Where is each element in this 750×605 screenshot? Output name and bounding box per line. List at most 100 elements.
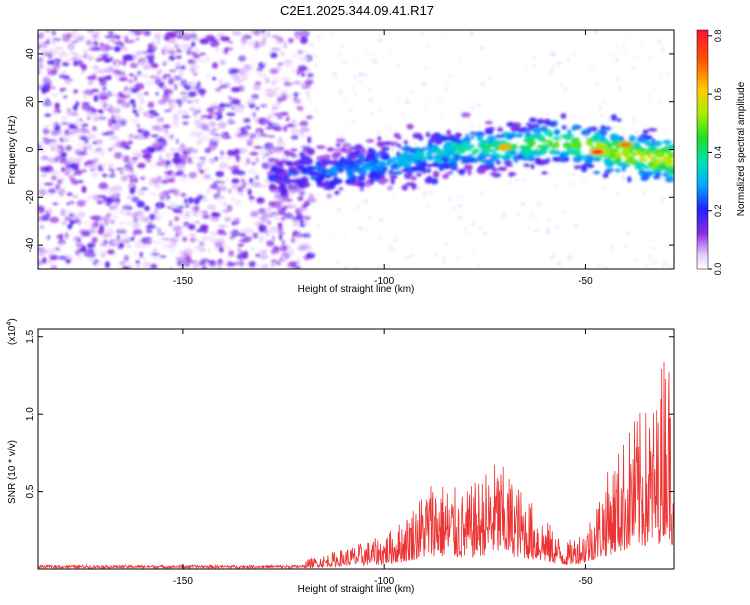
heatmap-cell (334, 162, 345, 168)
heatmap-cell (116, 234, 120, 242)
heatmap-cell (217, 224, 228, 228)
heatmap-cell (217, 185, 227, 192)
heatmap-cell (89, 113, 98, 117)
heatmap-cell (142, 153, 152, 160)
heatmap-cell (63, 75, 70, 80)
heatmap-cell (42, 76, 50, 84)
heatmap-cell (633, 141, 640, 148)
heatmap-cell (95, 30, 101, 35)
heatmap-cell (308, 171, 319, 176)
colorbar-label: Normalized spectral amplitude (736, 81, 747, 216)
heatmap-cell (83, 136, 90, 144)
heatmap-cell (272, 102, 281, 109)
heatmap-cell (250, 210, 259, 218)
heatmap-cell (188, 91, 197, 97)
heatmap-cell (133, 177, 138, 184)
heatmap-cell (265, 88, 272, 92)
heatmap-cell (173, 113, 178, 118)
heatmap-cell (559, 156, 566, 160)
heatmap-cell (257, 208, 267, 214)
heatmap-cell (473, 251, 476, 255)
heatmap-cell (338, 187, 343, 191)
snr-ytick-label: 1.0 (25, 407, 36, 421)
heatmap-cell (470, 134, 475, 140)
heatmap-cell (571, 125, 577, 131)
heatmap-cell (622, 45, 626, 49)
heatmap-cell (42, 257, 47, 264)
heatmap-cell (276, 205, 282, 211)
heatmap-cell (217, 266, 222, 269)
heatmap-cell (276, 226, 284, 232)
heatmap-cell (38, 174, 41, 177)
heatmap-cell (270, 115, 274, 124)
heatmap-cell (480, 46, 485, 51)
heatmap-cell (170, 171, 177, 180)
heatmap-cell (307, 197, 317, 203)
heatmap-cell (195, 180, 204, 183)
heatmap-cell (166, 178, 176, 183)
heatmap-cell (632, 117, 635, 121)
heatmap-cell (267, 134, 275, 138)
heatmap-cell (321, 158, 328, 164)
heatmap-cell (376, 130, 381, 135)
heatmap-cell (390, 178, 395, 185)
heatmap-cell (189, 33, 197, 37)
heatmap-cell (609, 133, 619, 138)
heatmap-cell (209, 129, 216, 136)
heatmap-cell (135, 134, 144, 140)
heatmap-cell (600, 100, 606, 104)
heatmap-cell (83, 161, 90, 167)
heatmap-cell (87, 116, 91, 121)
heatmap-cell (198, 260, 207, 267)
heatmap-cell (524, 130, 531, 138)
heatmap-cell (245, 227, 253, 234)
heatmap-cell (651, 156, 657, 162)
snr-series-line (38, 361, 674, 569)
heatmap-cell (465, 134, 470, 138)
heatmap-cell (174, 216, 180, 222)
heatmap-cell (150, 263, 158, 269)
heatmap-cell (226, 112, 236, 116)
heatmap-cell (294, 235, 298, 238)
heatmap-cell (435, 149, 442, 156)
heatmap-cell (229, 216, 235, 222)
heatmap-cell (396, 151, 401, 158)
heatmap-cell (108, 135, 119, 141)
heatmap-cell (532, 65, 536, 68)
heatmap-cell (398, 163, 408, 168)
heatmap-cell (251, 261, 256, 268)
heatmap-cell (567, 132, 572, 138)
heatmap-cell (137, 189, 146, 196)
heatmap-cell (92, 65, 99, 70)
heatmap-cell (260, 104, 268, 108)
heatmap-cell (108, 148, 112, 152)
heatmap-cell (224, 176, 230, 183)
heatmap-cell (104, 35, 115, 39)
heatmap-cell (348, 109, 354, 112)
heatmap-cell (256, 72, 267, 77)
heatmap-cell (218, 155, 226, 161)
heatmap-cell (78, 253, 82, 261)
heatmap-cell (450, 142, 458, 148)
heatmap-cell (366, 87, 371, 91)
heatmap-cell (356, 166, 365, 174)
heatmap-cell (440, 115, 444, 119)
heatmap-cell (57, 179, 63, 185)
heatmap-cell (276, 140, 286, 147)
snr-multiplier-close: ) (7, 318, 18, 321)
heatmap-cell (497, 127, 504, 132)
heatmap-cell (486, 160, 495, 167)
heatmap-cell (497, 154, 503, 159)
heatmap-cell (49, 254, 59, 261)
heatmap-cell (181, 115, 190, 119)
heatmap-cell (157, 69, 163, 74)
heatmap-cell (478, 190, 484, 194)
heatmap-cell (167, 249, 177, 252)
heatmap-cell (281, 239, 285, 246)
heatmap-cell (253, 145, 263, 149)
heatmap-cell (268, 228, 274, 233)
heatmap-cell (193, 238, 202, 242)
heatmap-cell (249, 63, 254, 70)
heatmap-cell (441, 156, 449, 163)
heatmap-cell (663, 130, 666, 134)
